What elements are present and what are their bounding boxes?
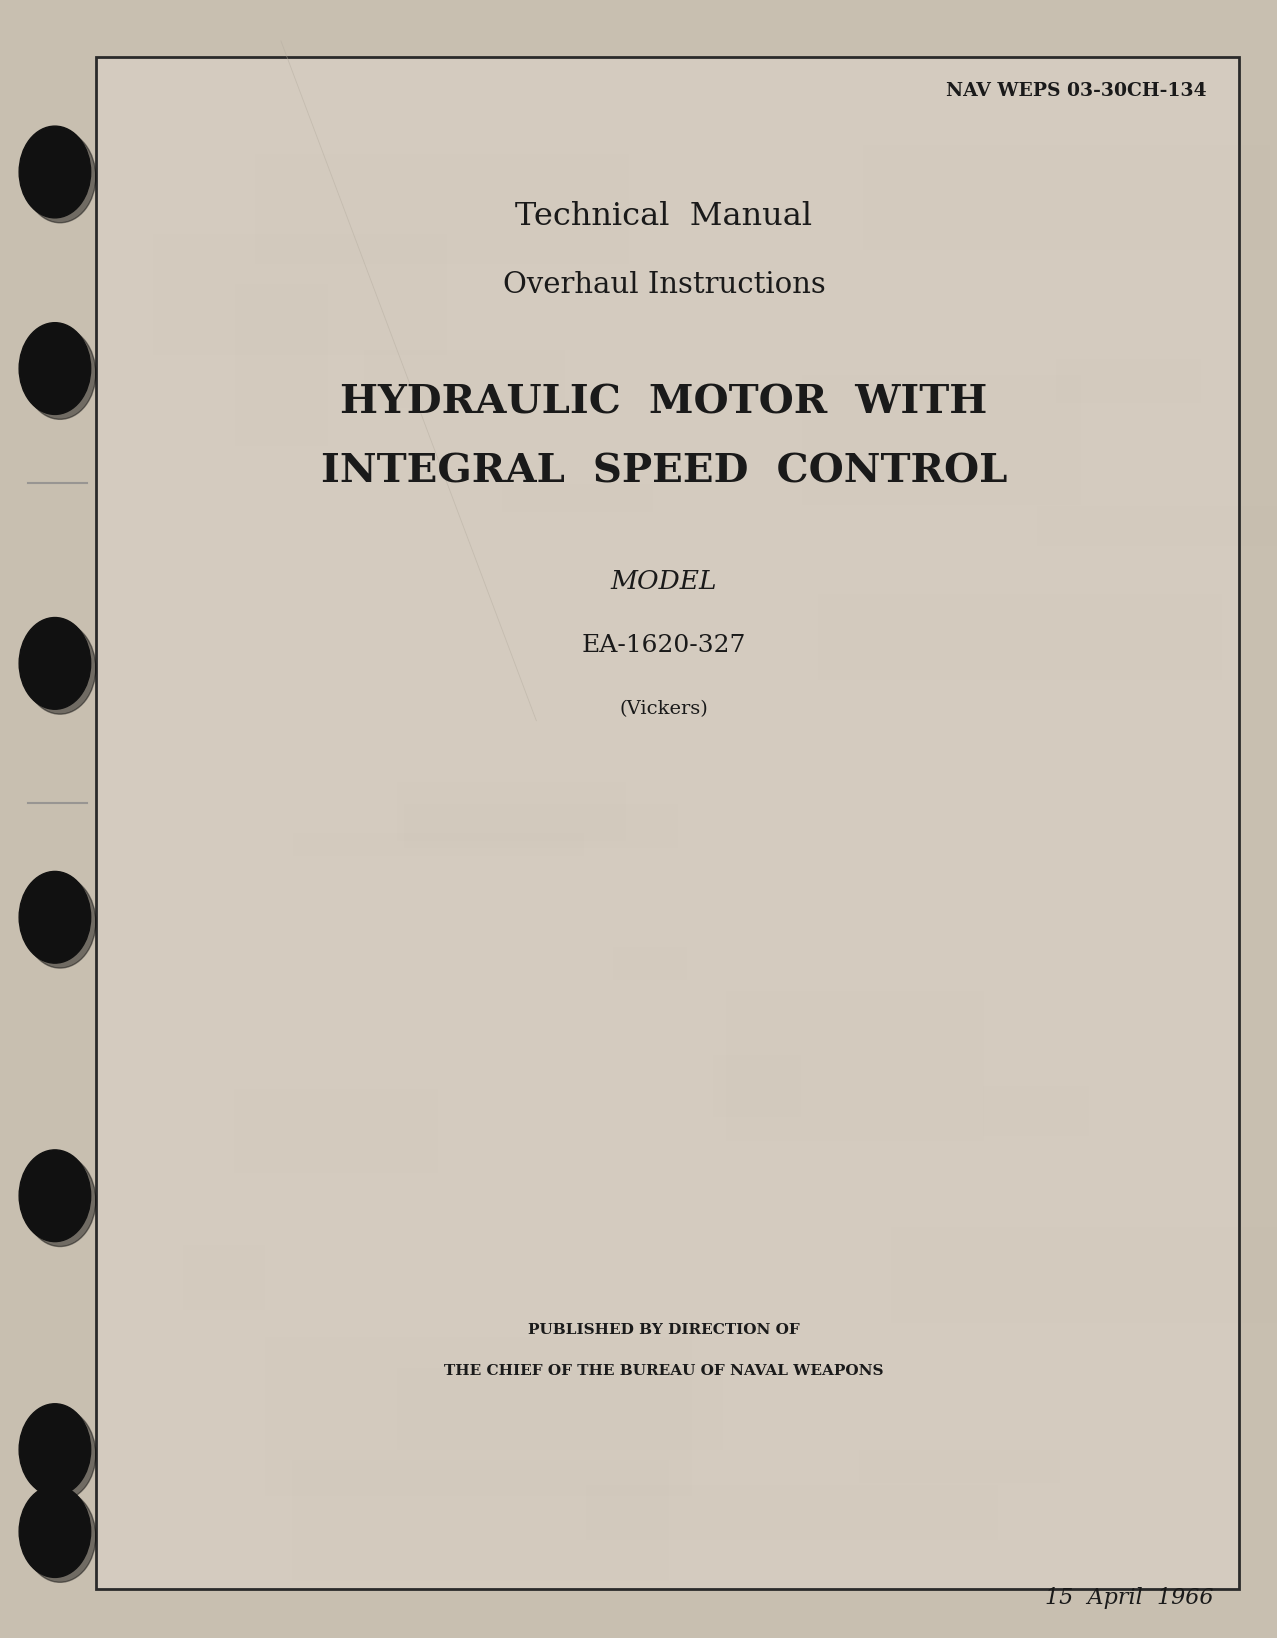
Text: THE CHIEF OF THE BUREAU OF NAVAL WEAPONS: THE CHIEF OF THE BUREAU OF NAVAL WEAPONS	[444, 1364, 884, 1378]
Circle shape	[19, 871, 91, 963]
Text: INTEGRAL  SPEED  CONTROL: INTEGRAL SPEED CONTROL	[321, 452, 1008, 491]
Text: 15  April  1966: 15 April 1966	[1045, 1587, 1213, 1609]
Circle shape	[24, 131, 96, 223]
Bar	[1037, 506, 1277, 545]
Bar	[235, 283, 328, 446]
Text: HYDRAULIC  MOTOR  WITH: HYDRAULIC MOTOR WITH	[341, 383, 987, 423]
Text: PUBLISHED BY DIRECTION OF: PUBLISHED BY DIRECTION OF	[529, 1324, 799, 1337]
Bar	[502, 485, 654, 513]
Bar	[153, 234, 447, 354]
Text: (Vickers): (Vickers)	[619, 701, 709, 717]
Bar	[802, 375, 1080, 505]
Circle shape	[24, 1155, 96, 1247]
Bar	[292, 1461, 669, 1581]
Bar	[859, 1450, 1060, 1484]
Circle shape	[19, 618, 91, 709]
Bar	[405, 804, 678, 848]
Circle shape	[19, 323, 91, 414]
Bar	[184, 1245, 264, 1309]
Bar	[1056, 359, 1200, 403]
Text: MODEL: MODEL	[610, 568, 718, 595]
Text: EA-1620-327: EA-1620-327	[582, 634, 746, 657]
Bar	[294, 832, 584, 857]
Circle shape	[24, 328, 96, 419]
Bar	[397, 1368, 723, 1450]
Bar	[613, 947, 687, 980]
FancyBboxPatch shape	[96, 57, 1239, 1589]
Bar	[364, 351, 564, 408]
Bar	[234, 1089, 438, 1173]
Bar	[264, 1337, 692, 1495]
Bar	[863, 146, 1269, 251]
Circle shape	[19, 1404, 91, 1495]
Bar	[713, 1055, 801, 1117]
Bar	[982, 1086, 1088, 1135]
Bar	[725, 991, 985, 1142]
Circle shape	[24, 1491, 96, 1582]
Circle shape	[19, 1150, 91, 1242]
Text: Overhaul Instructions: Overhaul Instructions	[503, 270, 825, 300]
Bar	[397, 781, 626, 840]
Text: Technical  Manual: Technical Manual	[516, 201, 812, 231]
Bar	[586, 1486, 999, 1540]
Circle shape	[24, 876, 96, 968]
Circle shape	[24, 1409, 96, 1500]
Circle shape	[19, 126, 91, 218]
Circle shape	[24, 622, 96, 714]
Circle shape	[19, 1486, 91, 1577]
Text: NAV WEPS 03-30CH-134: NAV WEPS 03-30CH-134	[946, 82, 1207, 100]
Bar	[255, 154, 628, 264]
Bar	[891, 1227, 1277, 1324]
Bar	[817, 595, 1222, 680]
